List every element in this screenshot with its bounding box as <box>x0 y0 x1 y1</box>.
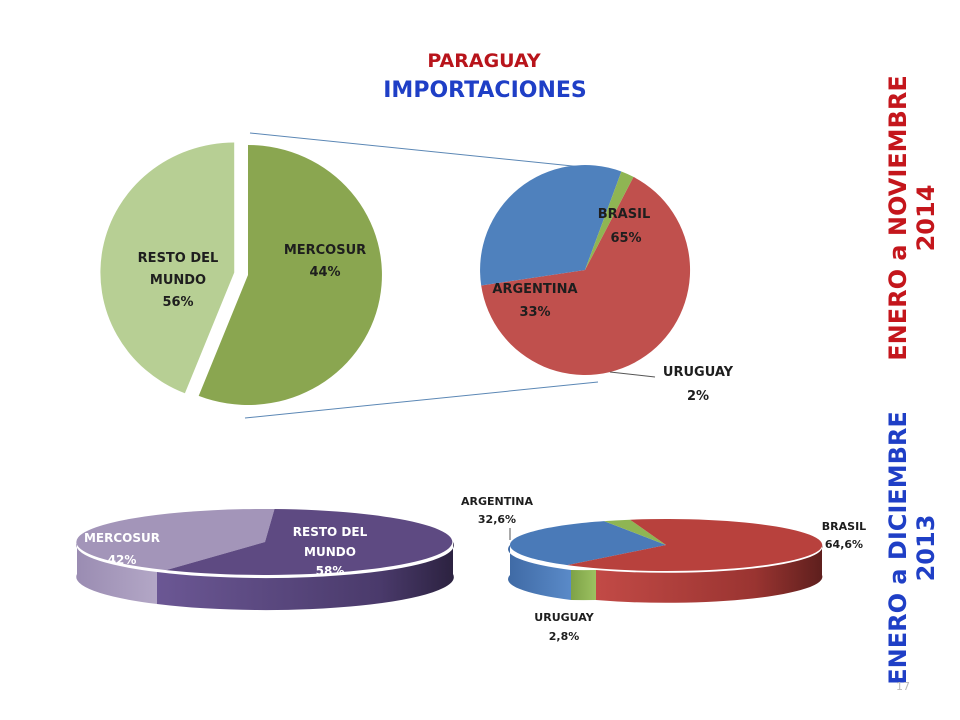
pie-2014-world: RESTO DEL MUNDO 56% MERCOSUR 44% <box>100 142 382 405</box>
period-label-2014-line1: ENERO a NOVIEMBRE <box>884 75 912 360</box>
label-resto-2013-value: 58% <box>316 564 345 578</box>
chart-country: PARAGUAY <box>427 50 541 72</box>
pie-2013-world: MERCOSUR 42% RESTO DEL MUNDO 58% <box>76 508 454 611</box>
label-argentina-2014-value: 33% <box>519 305 550 320</box>
connector-line-top <box>249 132 593 169</box>
label-uruguay-2014-value: 2% <box>687 389 709 404</box>
connector-line-bottom <box>244 381 599 419</box>
label-resto-2013-line2: MUNDO <box>304 545 356 559</box>
pie-2014-mercosur: BRASIL 65% ARGENTINA 33% URUGUAY 2% <box>480 165 734 404</box>
label-uruguay-2014: URUGUAY <box>663 365 734 380</box>
label-resto-2014-value: 56% <box>162 295 193 310</box>
pie-2013-mercosur: ARGENTINA 32,6% URUGUAY 2,8% BRASIL 64,6… <box>461 495 866 643</box>
label-argentina-2014: ARGENTINA <box>492 282 577 297</box>
label-argentina-2013: ARGENTINA <box>461 495 534 508</box>
period-label-2014: ENERO a NOVIEMBRE 2014 <box>884 75 940 360</box>
period-label-2013-line2: 2013 <box>912 515 940 582</box>
slice-brasil-2014 <box>481 176 691 376</box>
slice-argentina-2014 <box>480 165 622 286</box>
label-mercosur-2014: MERCOSUR <box>284 243 366 258</box>
label-brasil-2013-value: 64,6% <box>825 538 863 551</box>
label-brasil-2014-value: 65% <box>610 231 641 246</box>
side-uruguay-2013 <box>571 570 596 601</box>
label-argentina-2013-value: 32,6% <box>478 513 516 526</box>
label-mercosur-2013: MERCOSUR <box>84 531 160 545</box>
label-resto-2013-line1: RESTO DEL <box>293 525 368 539</box>
side-mercosur-2013 <box>76 542 157 604</box>
period-label-2013: ENERO a DICIEMBRE 2013 <box>884 411 940 685</box>
period-label-2013-line1: ENERO a DICIEMBRE <box>884 411 912 685</box>
side-argentina-2013 <box>508 545 571 600</box>
page-number: 17 <box>896 680 910 693</box>
label-resto-2014-line2: MUNDO <box>150 273 206 288</box>
label-brasil-2014: BRASIL <box>598 207 650 222</box>
slice-brasil-2013 <box>567 518 823 571</box>
slice-uruguay-2014 <box>585 171 634 270</box>
side-brasil-2013 <box>596 545 823 603</box>
side-resto-2013 <box>157 542 454 611</box>
slice-resto-del-mundo-2014 <box>198 145 382 405</box>
slice-mercosur-2013 <box>76 508 275 571</box>
label-mercosur-2014-value: 44% <box>309 265 340 280</box>
slice-resto-del-mundo-2013 <box>166 509 453 575</box>
label-uruguay-2013-value: 2,8% <box>549 630 580 643</box>
label-resto-2014-line1: RESTO DEL <box>138 251 219 266</box>
label-mercosur-2013-value: 42% <box>108 553 137 567</box>
chart-title: IMPORTACIONES <box>383 78 587 103</box>
leader-line-uruguay-2014 <box>609 371 656 378</box>
period-label-2014-line2: 2014 <box>912 185 940 252</box>
label-brasil-2013: BRASIL <box>822 520 866 533</box>
slice-mercosur-2014 <box>100 142 235 394</box>
slice-uruguay-2013 <box>604 519 666 545</box>
slice-argentina-2013 <box>509 521 666 566</box>
label-uruguay-2013: URUGUAY <box>534 611 594 624</box>
